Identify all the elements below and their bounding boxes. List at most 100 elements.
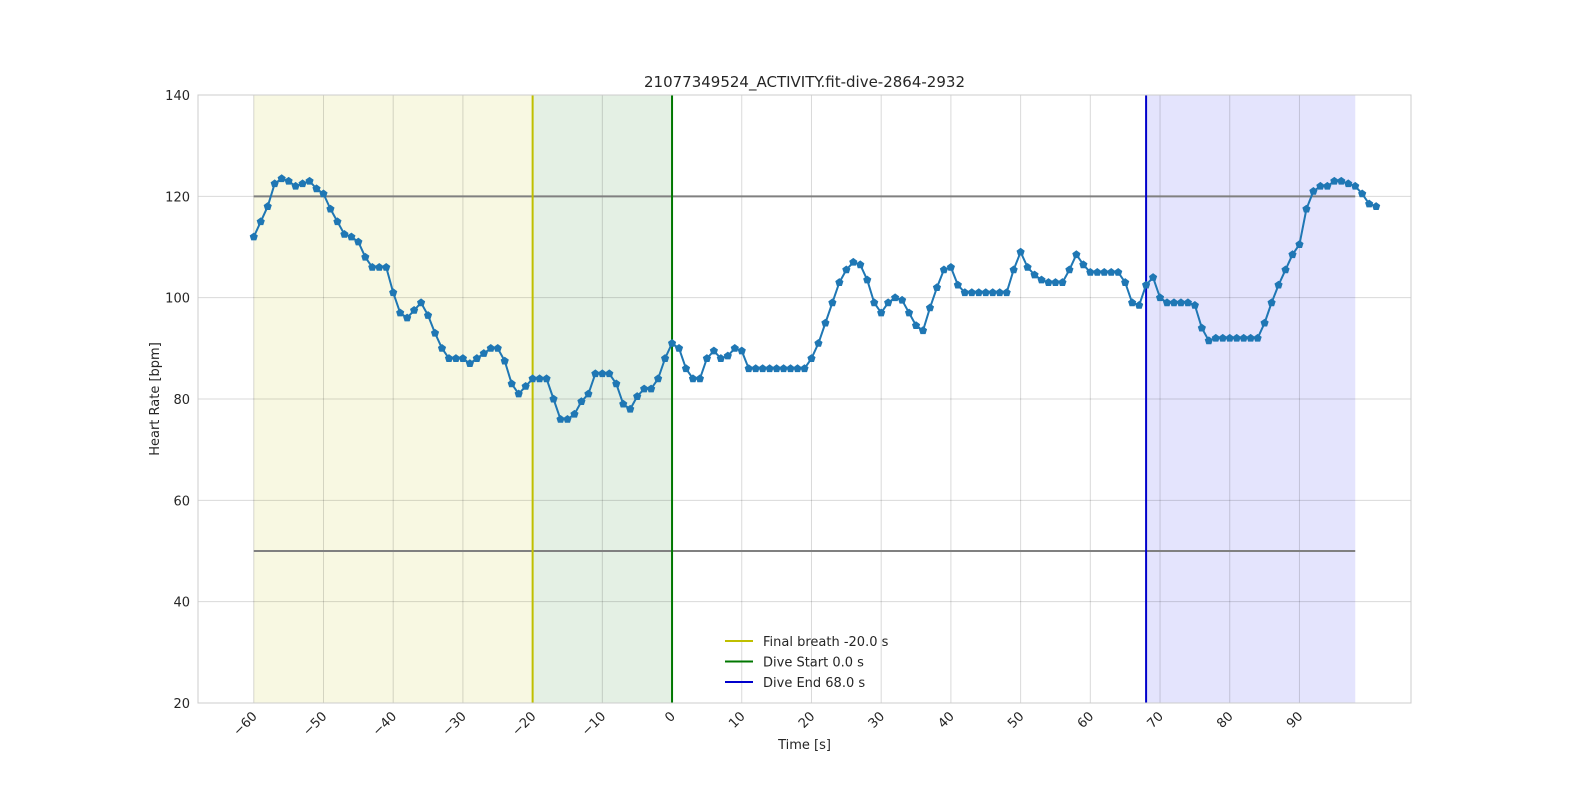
x-tick-label: −50 <box>300 709 330 739</box>
data-point <box>389 288 398 297</box>
data-point <box>263 202 272 210</box>
data-point <box>1246 333 1255 342</box>
data-point <box>835 278 844 286</box>
y-tick-label: 40 <box>173 596 190 611</box>
data-point <box>1176 298 1186 307</box>
data-point <box>737 346 746 355</box>
data-point <box>709 346 718 355</box>
event-lines <box>531 95 1148 703</box>
data-point <box>800 364 809 373</box>
data-point <box>430 328 440 337</box>
x-tick-label: 80 <box>1214 709 1236 731</box>
data-point <box>1009 265 1018 274</box>
data-point <box>807 354 816 362</box>
data-point <box>1330 176 1339 185</box>
data-point <box>354 237 363 246</box>
data-point <box>570 409 579 418</box>
data-point <box>1121 278 1130 286</box>
data-point <box>514 389 523 398</box>
y-axis-ticks: 20 40 60 80 100 120 140 <box>165 89 190 712</box>
data-point <box>633 392 642 400</box>
data-point <box>305 176 314 185</box>
x-axis-ticks: −60 −50 −40 −30 −20 −10 0 10 20 30 40 50 60 70 80 90 <box>231 709 1307 739</box>
x-tick-label: 70 <box>1145 709 1167 731</box>
data-point <box>1079 260 1088 269</box>
data-point <box>939 265 949 274</box>
data-point <box>416 298 426 307</box>
data-point <box>298 179 307 188</box>
x-tick-label: 40 <box>935 709 957 731</box>
data-point <box>904 308 914 317</box>
data-point <box>437 344 447 352</box>
data-point <box>563 414 572 423</box>
data-point <box>605 369 614 378</box>
data-point <box>674 344 684 352</box>
data-point <box>1086 268 1095 276</box>
data-point <box>1016 247 1025 256</box>
data-point <box>577 397 586 406</box>
x-tick-label: 60 <box>1075 709 1097 731</box>
data-point <box>660 354 670 362</box>
data-point <box>688 374 698 383</box>
data-point <box>960 288 969 297</box>
data-point <box>1037 275 1046 284</box>
data-point <box>821 318 830 327</box>
data-point <box>925 303 935 312</box>
data-point <box>1155 293 1165 302</box>
data-point <box>1288 250 1297 259</box>
data-point <box>458 354 467 362</box>
data-point <box>681 364 691 373</box>
data-point <box>695 374 705 383</box>
data-point <box>953 280 962 289</box>
plot-frame <box>197 94 1412 704</box>
data-point <box>1044 278 1053 286</box>
x-tick-label: 90 <box>1284 709 1306 731</box>
data-point <box>549 394 558 403</box>
data-point <box>396 308 405 317</box>
data-point <box>598 369 607 378</box>
data-point <box>361 252 370 261</box>
data-point <box>647 384 656 393</box>
data-point <box>863 275 872 284</box>
data-point <box>981 288 990 297</box>
legend-label-3: Dive End 68.0 s <box>763 676 865 691</box>
x-tick-label: −10 <box>579 709 609 739</box>
data-point <box>1065 265 1074 274</box>
data-point <box>702 354 711 362</box>
data-point <box>765 364 774 373</box>
data-point <box>1253 333 1262 342</box>
data-point <box>772 364 781 373</box>
data-point <box>1002 288 1011 297</box>
data-point <box>1232 333 1241 342</box>
data-point <box>1281 265 1290 274</box>
data-point <box>326 204 335 213</box>
y-tick-label: 100 <box>165 292 190 307</box>
data-point <box>1309 186 1318 195</box>
y-tick-label: 80 <box>173 393 190 408</box>
data-point <box>744 364 753 373</box>
data-point <box>654 374 663 383</box>
data-point <box>277 174 286 183</box>
y-tick-label: 140 <box>165 89 190 104</box>
data-point <box>1100 268 1109 276</box>
data-point <box>1295 240 1304 248</box>
data-point <box>1204 336 1213 345</box>
x-axis-label: Time [s] <box>777 738 831 753</box>
data-point <box>1302 204 1311 213</box>
x-tick-label: −30 <box>440 709 470 739</box>
data-point <box>1274 280 1283 289</box>
data-point <box>946 262 955 271</box>
data-point <box>256 217 265 226</box>
series-heart-rate <box>249 174 1381 423</box>
data-point <box>911 321 921 330</box>
data-point <box>626 404 635 413</box>
data-point <box>1225 333 1234 342</box>
data-point <box>891 293 900 302</box>
data-point <box>1148 273 1158 281</box>
data-point <box>758 364 767 373</box>
data-point <box>479 349 488 357</box>
legend: Final breath -20.0 s Dive Start 0.0 s Dive… <box>725 635 889 691</box>
data-point <box>1183 298 1193 307</box>
data-point <box>375 262 384 271</box>
data-point <box>1072 250 1081 259</box>
